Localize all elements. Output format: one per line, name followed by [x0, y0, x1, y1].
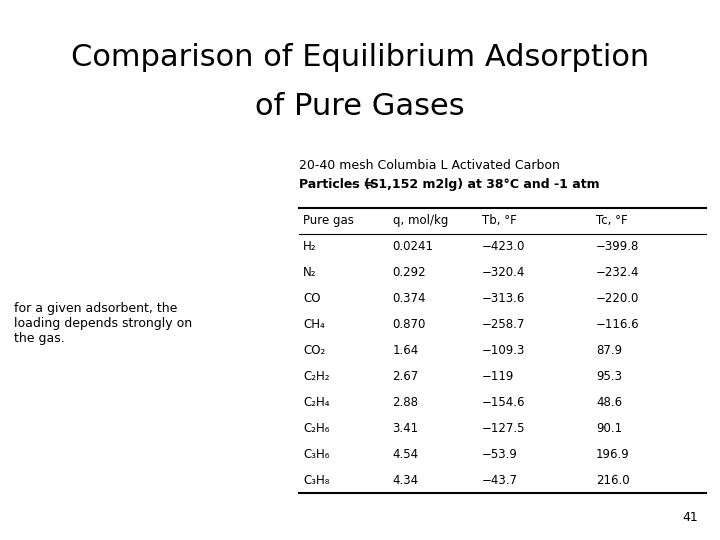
Text: −220.0: −220.0 — [596, 292, 639, 305]
Text: C₃H₆: C₃H₆ — [303, 448, 330, 461]
Text: 90.1: 90.1 — [596, 422, 622, 435]
Text: 0.292: 0.292 — [392, 266, 426, 279]
Text: Tb, °F: Tb, °F — [482, 214, 517, 227]
Text: H₂: H₂ — [303, 240, 317, 253]
Text: Particles (S: Particles (S — [299, 178, 379, 191]
Text: −423.0: −423.0 — [482, 240, 526, 253]
Text: Tc, °F: Tc, °F — [596, 214, 628, 227]
Text: CO₂: CO₂ — [303, 344, 325, 357]
Text: 1.64: 1.64 — [392, 344, 419, 357]
Text: −127.5: −127.5 — [482, 422, 526, 435]
Text: 196.9: 196.9 — [596, 448, 630, 461]
Text: Comparison of Equilibrium Adsorption: Comparison of Equilibrium Adsorption — [71, 43, 649, 72]
Text: −258.7: −258.7 — [482, 318, 526, 331]
Text: for a given adsorbent, the
loading depends strongly on
the gas.: for a given adsorbent, the loading depen… — [14, 302, 192, 346]
Text: −232.4: −232.4 — [596, 266, 639, 279]
Text: −43.7: −43.7 — [482, 474, 518, 487]
Text: −116.6: −116.6 — [596, 318, 639, 331]
Text: 4.54: 4.54 — [392, 448, 419, 461]
Text: −119: −119 — [482, 370, 515, 383]
Text: CH₄: CH₄ — [303, 318, 325, 331]
Text: CO: CO — [303, 292, 320, 305]
Text: ,: , — [351, 177, 355, 186]
Text: −313.6: −313.6 — [482, 292, 526, 305]
Text: 4.34: 4.34 — [392, 474, 419, 487]
Text: = 1,152 m2lg) at 38°C and -1 atm: = 1,152 m2lg) at 38°C and -1 atm — [359, 178, 599, 191]
Text: q, mol/kg: q, mol/kg — [392, 214, 448, 227]
Text: Pure gas: Pure gas — [303, 214, 354, 227]
Text: 2.88: 2.88 — [392, 396, 418, 409]
Text: 3.41: 3.41 — [392, 422, 419, 435]
Text: −53.9: −53.9 — [482, 448, 518, 461]
Text: −109.3: −109.3 — [482, 344, 526, 357]
Text: 95.3: 95.3 — [596, 370, 622, 383]
Text: 48.6: 48.6 — [596, 396, 622, 409]
Text: C₂H₄: C₂H₄ — [303, 396, 330, 409]
Text: 41: 41 — [683, 511, 698, 524]
Text: 216.0: 216.0 — [596, 474, 630, 487]
Text: −399.8: −399.8 — [596, 240, 639, 253]
Text: −320.4: −320.4 — [482, 266, 526, 279]
Text: 0.0241: 0.0241 — [392, 240, 433, 253]
Text: C₂H₆: C₂H₆ — [303, 422, 330, 435]
Text: N₂: N₂ — [303, 266, 317, 279]
Text: 20-40 mesh Columbia L Activated Carbon: 20-40 mesh Columbia L Activated Carbon — [299, 159, 559, 172]
Text: 2.67: 2.67 — [392, 370, 419, 383]
Text: 87.9: 87.9 — [596, 344, 622, 357]
Text: C₃H₈: C₃H₈ — [303, 474, 330, 487]
Text: 0.374: 0.374 — [392, 292, 426, 305]
Text: C₂H₂: C₂H₂ — [303, 370, 330, 383]
Text: of Pure Gases: of Pure Gases — [255, 92, 465, 121]
Text: 0.870: 0.870 — [392, 318, 426, 331]
Text: −154.6: −154.6 — [482, 396, 526, 409]
